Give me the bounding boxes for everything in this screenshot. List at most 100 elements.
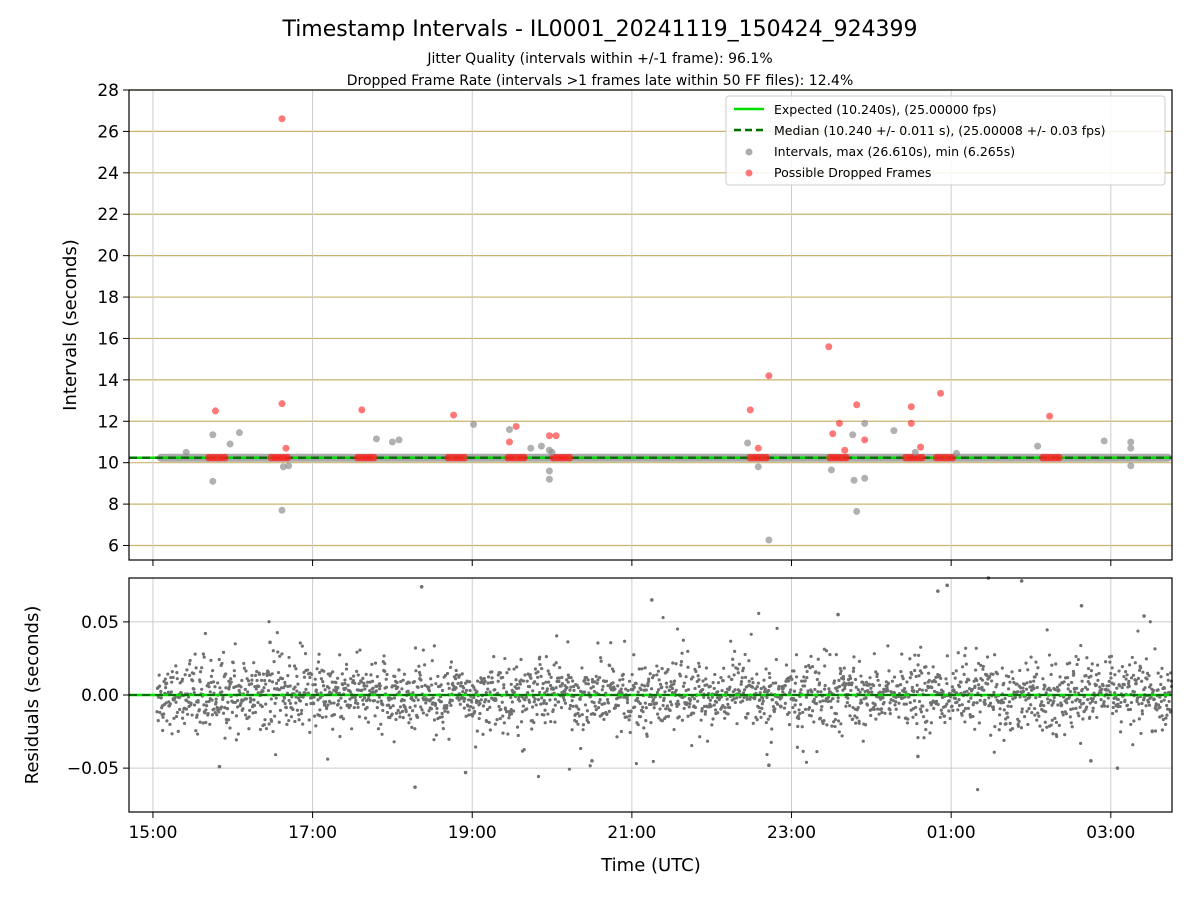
dropped-point-23 xyxy=(1046,412,1054,420)
residual-point xyxy=(777,684,781,689)
residual-point xyxy=(321,684,326,688)
residual-point xyxy=(530,727,534,731)
residual-point xyxy=(288,684,292,688)
residual-point xyxy=(172,716,176,720)
residual-point xyxy=(1125,673,1129,677)
residual-point xyxy=(703,712,707,716)
residual-point xyxy=(196,700,200,704)
residual-point xyxy=(971,714,975,719)
residual-point xyxy=(397,690,401,694)
residual-point xyxy=(195,713,199,717)
residual-point xyxy=(705,739,710,743)
residual-point xyxy=(713,672,717,677)
residual-point xyxy=(1120,665,1124,669)
residual-point xyxy=(451,681,455,685)
residual-point xyxy=(1075,686,1079,690)
residual-point xyxy=(781,690,785,694)
residual-point xyxy=(445,703,449,708)
residual-point xyxy=(661,615,665,620)
residual-point xyxy=(890,679,894,683)
residual-point xyxy=(507,667,511,671)
residual-point xyxy=(267,722,271,726)
residual-point xyxy=(1005,711,1009,715)
residual-point xyxy=(759,686,763,691)
interval-point-21 xyxy=(765,536,773,544)
residual-point xyxy=(1042,687,1046,691)
residual-point xyxy=(293,685,297,689)
residual-point xyxy=(591,680,595,684)
residual-point xyxy=(180,716,185,720)
residual-point xyxy=(543,721,547,725)
dropped-point-7 xyxy=(512,422,520,430)
residual-point xyxy=(512,667,516,671)
residual-point xyxy=(362,681,366,685)
residual-point xyxy=(721,704,725,708)
residual-point xyxy=(1074,706,1078,710)
residual-point xyxy=(1034,660,1038,664)
dropped-cluster-point-4 xyxy=(520,453,528,462)
residual-point xyxy=(1137,702,1141,706)
residual-point xyxy=(441,720,445,724)
residual-point xyxy=(510,700,515,704)
residual-point xyxy=(945,682,949,686)
residual-point xyxy=(1118,684,1122,688)
residual-point xyxy=(373,714,377,718)
dropped-point-5 xyxy=(450,411,458,419)
residual-point xyxy=(991,672,995,676)
residual-point xyxy=(782,706,787,710)
residual-point xyxy=(1100,687,1104,691)
residual-point xyxy=(446,682,450,686)
residual-point xyxy=(868,676,872,680)
residual-point xyxy=(370,662,374,667)
residual-point xyxy=(498,716,502,721)
residual-point xyxy=(373,661,378,665)
residual-point xyxy=(1024,687,1029,691)
residual-point xyxy=(457,698,461,702)
residual-point xyxy=(696,699,700,703)
residual-point xyxy=(161,715,165,719)
residual-point xyxy=(526,690,530,695)
residual-point xyxy=(950,704,954,708)
residual-point xyxy=(840,734,844,738)
residual-point xyxy=(1008,680,1012,684)
residual-point xyxy=(912,689,916,693)
residual-point xyxy=(519,657,523,662)
residual-point xyxy=(525,707,529,711)
residual-point xyxy=(432,718,437,722)
residual-point xyxy=(975,701,979,705)
residual-point xyxy=(1162,698,1166,702)
residual-point xyxy=(910,685,914,690)
residual-point xyxy=(826,699,830,704)
residual-point xyxy=(207,681,211,686)
residual-point xyxy=(863,723,868,727)
residual-point xyxy=(855,716,859,720)
residual-point xyxy=(657,678,661,682)
residual-point xyxy=(289,715,294,719)
residual-point xyxy=(194,729,198,733)
residual-point xyxy=(795,745,799,749)
residual-point xyxy=(530,705,535,709)
residual-point xyxy=(523,673,527,677)
residual-point xyxy=(227,679,231,683)
residual-point xyxy=(520,710,525,714)
dropped-point-15 xyxy=(835,419,843,427)
residual-point xyxy=(580,712,584,717)
residual-point xyxy=(533,667,538,671)
residual-point xyxy=(261,672,266,676)
residual-point xyxy=(579,746,583,751)
residual-point xyxy=(502,686,506,690)
residual-point xyxy=(217,657,221,662)
residual-point xyxy=(851,669,856,673)
residual-point xyxy=(1145,677,1149,681)
residual-point xyxy=(1045,628,1049,632)
residual-point xyxy=(581,723,586,727)
residual-point xyxy=(493,722,498,726)
residual-point xyxy=(210,713,215,717)
residual-point xyxy=(500,700,504,704)
residual-point xyxy=(1111,701,1116,705)
residual-point xyxy=(710,723,714,727)
residual-point xyxy=(375,706,379,710)
residual-point xyxy=(485,719,489,724)
residual-point xyxy=(544,702,549,706)
residual-point xyxy=(1127,684,1131,688)
